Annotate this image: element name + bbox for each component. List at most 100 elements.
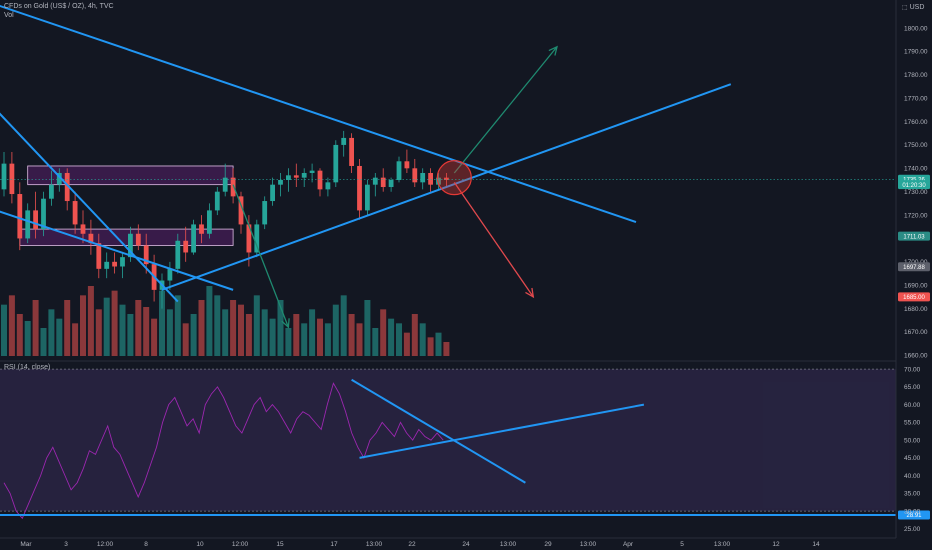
rsi-badge-label: 28.91 — [906, 513, 922, 519]
volume-label[interactable]: Vol — [4, 12, 14, 19]
time-axis[interactable]: Mar 3 12:00 8 10 12:00 15 17 13:00 22 24 13:00 29 13:… — [0, 537, 896, 548]
arrow-shaft-0[interactable] — [453, 46, 558, 174]
rsi-trendlines[interactable] — [351, 378, 645, 484]
volume-bar — [443, 342, 450, 356]
rsi-tick-0: 25.00 — [904, 526, 921, 533]
projection-arrows[interactable] — [232, 45, 558, 329]
candle-body — [167, 268, 173, 281]
candle-body — [143, 245, 149, 265]
time-tick-12: 29 — [544, 541, 552, 548]
rsi-tick-2: 35.00 — [904, 491, 921, 498]
rsi-tick-8: 65.00 — [904, 384, 921, 391]
price-badges: 1735.2601:20:301711.031697.881685.0028.9… — [898, 174, 930, 520]
price-badge-label-1: 01:20:30 — [902, 183, 926, 189]
candle-body — [17, 194, 23, 239]
candle-body — [341, 137, 347, 145]
price-tick-0: 1660.00 — [904, 353, 928, 360]
time-tick-2: 12:00 — [97, 541, 114, 548]
volume-bar — [411, 314, 418, 356]
volume-bar — [222, 309, 229, 356]
trendline-3[interactable] — [161, 83, 732, 291]
rsi-line — [3, 382, 444, 520]
rsi-pane[interactable] — [0, 368, 896, 520]
candle-body — [72, 201, 78, 225]
apex-circle[interactable] — [436, 160, 472, 196]
volume-bar — [190, 314, 197, 356]
price-badge-label-4: 1685.00 — [903, 295, 925, 301]
candle-body — [112, 261, 117, 267]
apex-circle-shape[interactable] — [436, 160, 472, 196]
time-tick-7: 17 — [330, 541, 338, 548]
volume-bar — [309, 309, 316, 356]
candle-body — [333, 144, 339, 183]
candle-body — [56, 172, 62, 185]
trendlines[interactable] — [0, 4, 732, 303]
volume-bar — [364, 300, 371, 356]
time-tick-0: Mar — [20, 541, 32, 548]
currency-label: USD — [909, 4, 925, 11]
price-badge-4 — [898, 292, 930, 302]
candle-body — [199, 224, 204, 234]
rsi-trendline-0[interactable] — [351, 378, 526, 484]
time-tick-8: 13:00 — [366, 541, 383, 548]
symbol-title[interactable]: CFDs on Gold (US$ / OZ), 4h, TVC — [4, 3, 114, 10]
price-badge-1 — [898, 180, 930, 190]
candle-body — [64, 172, 70, 202]
candle-body — [104, 261, 110, 269]
price-pane[interactable] — [0, 0, 896, 360]
volume-bar — [143, 307, 150, 356]
price-axis[interactable]: 1660.001670.001680.001690.001700.001710.… — [895, 0, 932, 550]
rsi-tick-6: 55.00 — [904, 420, 921, 427]
arrow-shaft-1[interactable] — [453, 181, 534, 298]
volume-bar — [127, 314, 134, 356]
trendline-2[interactable] — [0, 210, 234, 291]
arrow-shaft-2[interactable] — [232, 184, 290, 328]
rsi-tick-7: 60.00 — [904, 402, 921, 409]
volume-bar — [1, 304, 7, 356]
price-tick-7: 1730.00 — [904, 189, 928, 196]
volume-bar — [293, 314, 300, 356]
candle-body — [135, 233, 141, 246]
candle-body — [309, 170, 315, 173]
volume-bar — [95, 309, 102, 356]
rsi-trendline-1[interactable] — [359, 403, 645, 459]
volume-bar — [56, 318, 63, 356]
candle-body — [41, 198, 46, 230]
time-tick-18: 14 — [812, 541, 820, 548]
volume-bar — [151, 318, 158, 356]
trendline-0[interactable] — [0, 4, 637, 224]
rsi-tick-1: 30.00 — [904, 508, 921, 515]
candle-body — [349, 137, 354, 166]
price-tick-1: 1670.00 — [904, 329, 928, 336]
volume-bar — [427, 337, 434, 356]
rsi-tick-3: 40.00 — [904, 473, 921, 480]
time-tick-4: 10 — [196, 541, 204, 548]
lock-icon: ⬚ — [902, 5, 908, 11]
time-tick-11: 13:00 — [500, 541, 517, 548]
currency-selector[interactable]: ⬚ USD — [902, 4, 924, 11]
volume-bar — [348, 314, 355, 356]
volume-bar — [64, 300, 71, 356]
time-tick-13: 13:00 — [580, 541, 597, 548]
volume-bar — [277, 300, 284, 356]
volume-bar — [103, 297, 110, 356]
trendline-1[interactable] — [0, 110, 179, 303]
candle-body — [428, 172, 433, 185]
volume-bar — [182, 323, 189, 356]
candle-body — [388, 180, 394, 188]
volume-bar — [380, 309, 387, 356]
price-tick-8: 1740.00 — [904, 166, 928, 173]
time-tick-15: 5 — [680, 541, 684, 548]
candle-body — [278, 180, 283, 185]
candle-body — [262, 201, 268, 225]
volume-bars — [1, 286, 450, 356]
candle-body — [436, 177, 441, 185]
volume-bar — [317, 318, 323, 356]
time-tick-6: 15 — [276, 541, 284, 548]
rsi-label[interactable]: RSI (14, close) — [4, 364, 51, 371]
candle-body — [80, 224, 86, 234]
candle-body — [96, 243, 102, 269]
candle-body — [25, 210, 31, 239]
candle-body — [317, 170, 323, 190]
